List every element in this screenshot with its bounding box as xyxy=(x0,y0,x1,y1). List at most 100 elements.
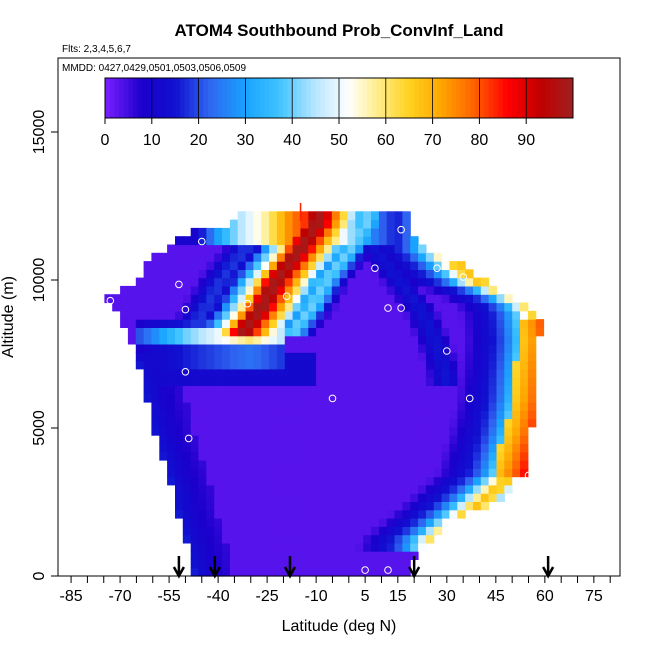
heatmap-cell xyxy=(418,244,427,254)
x-axis-tick-label: 15 xyxy=(389,588,407,605)
heatmap-cell xyxy=(269,435,278,444)
heatmap-cell xyxy=(206,476,215,486)
heatmap-cell xyxy=(441,377,450,386)
heatmap-cell xyxy=(433,294,443,304)
heatmap-cell xyxy=(355,343,364,353)
station-marker xyxy=(397,225,405,234)
heatmap-cell xyxy=(402,294,411,304)
heatmap-cell xyxy=(339,460,349,469)
heatmap-cell xyxy=(206,360,215,370)
heatmap-cell xyxy=(237,418,247,428)
heatmap-cell xyxy=(441,277,450,287)
heatmap-cell xyxy=(198,476,207,486)
heatmap-cell xyxy=(418,426,427,436)
heatmap-cell xyxy=(190,426,200,436)
heatmap-cell xyxy=(512,368,521,378)
heatmap-cell xyxy=(355,385,364,395)
heatmap-cell xyxy=(410,509,419,519)
heatmap-cell xyxy=(316,302,325,312)
heatmap-cell xyxy=(276,335,286,345)
heatmap-cell xyxy=(480,468,490,478)
heatmap-cell xyxy=(151,285,160,295)
colorbar-swatch xyxy=(558,78,565,118)
heatmap-cell xyxy=(300,526,309,536)
heatmap-cell xyxy=(190,310,200,320)
heatmap-cell xyxy=(269,285,278,295)
heatmap-cell xyxy=(465,418,474,428)
heatmap-cell xyxy=(418,501,427,511)
heatmap-cell xyxy=(425,335,435,345)
heatmap-cell xyxy=(253,219,262,229)
heatmap-cell xyxy=(371,526,380,536)
heatmap-cell xyxy=(363,327,372,337)
heatmap-cell xyxy=(222,343,231,353)
heatmap-cell xyxy=(449,493,458,502)
heatmap-cell xyxy=(425,484,435,494)
heatmap-cell xyxy=(402,319,411,328)
heatmap-cell xyxy=(229,277,239,287)
heatmap-cell xyxy=(496,335,505,345)
heatmap-cell xyxy=(175,319,184,328)
colorbar-swatch xyxy=(521,78,527,118)
heatmap-cell xyxy=(316,468,325,478)
colorbar-swatch xyxy=(226,78,232,118)
heatmap-cell xyxy=(410,393,419,403)
heatmap-cell xyxy=(276,377,286,386)
heatmap-cell xyxy=(371,567,380,577)
heatmap-cell xyxy=(378,377,388,386)
heatmap-cell xyxy=(504,468,513,478)
heatmap-cell xyxy=(316,476,325,486)
heatmap-cell xyxy=(520,343,529,353)
heatmap-cell xyxy=(261,319,270,328)
heatmap-cell xyxy=(418,261,427,270)
heatmap-cell xyxy=(441,402,450,411)
heatmap-cell xyxy=(316,493,325,502)
heatmap-cell xyxy=(261,551,270,560)
heatmap-cell xyxy=(190,261,200,270)
heatmap-cell xyxy=(371,542,380,552)
heatmap-cell xyxy=(339,476,349,486)
heatmap-cell xyxy=(410,252,419,262)
heatmap-cell xyxy=(316,211,325,221)
heatmap-cell xyxy=(386,418,396,428)
heatmap-cell xyxy=(402,211,411,221)
heatmap-cell xyxy=(237,551,247,560)
heatmap-cell xyxy=(394,319,403,328)
heatmap-cell xyxy=(504,426,513,436)
heatmap-cell xyxy=(292,310,301,320)
heatmap-cell xyxy=(237,443,247,453)
heatmap-cell xyxy=(151,402,160,411)
heatmap-cell xyxy=(316,393,325,403)
heatmap-cell xyxy=(284,451,294,461)
heatmap-cell xyxy=(237,426,247,436)
heatmap-cell xyxy=(269,244,278,254)
heatmap-cell xyxy=(127,294,137,304)
heatmap-cell xyxy=(308,261,317,270)
heatmap-cell xyxy=(206,227,215,237)
heatmap-cell xyxy=(324,418,333,428)
heatmap-cell xyxy=(159,410,168,420)
heatmap-cell xyxy=(371,484,380,494)
heatmap-cell xyxy=(316,227,325,237)
heatmap-cell xyxy=(151,310,160,320)
heatmap-cell xyxy=(237,451,247,461)
colorbar-tick-label: 0 xyxy=(101,132,110,149)
heatmap-cell xyxy=(159,261,168,270)
heatmap-cell xyxy=(441,484,450,494)
colorbar-swatch xyxy=(530,78,537,118)
heatmap-layer xyxy=(104,203,545,577)
heatmap-cell xyxy=(182,402,192,411)
colorbar-swatch xyxy=(451,78,457,118)
heatmap-cell xyxy=(425,509,435,519)
heatmap-cell xyxy=(182,269,192,279)
heatmap-cell xyxy=(465,426,474,436)
heatmap-cell xyxy=(237,484,247,494)
heatmap-cell xyxy=(371,261,380,270)
heatmap-cell xyxy=(371,476,380,486)
heatmap-cell xyxy=(347,509,356,519)
heatmap-cell xyxy=(143,294,152,304)
colorbar-swatch xyxy=(292,78,298,118)
heatmap-cell xyxy=(175,393,184,403)
heatmap-cell xyxy=(253,526,262,536)
